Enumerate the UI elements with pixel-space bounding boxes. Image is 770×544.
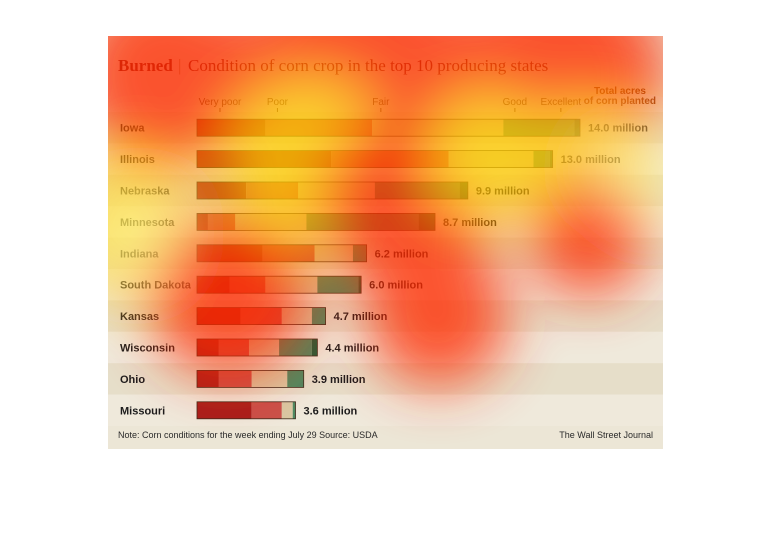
bar-segment-wisconsin-poor bbox=[218, 339, 249, 356]
bar-segment-iowa-fair bbox=[372, 119, 504, 137]
bar-segment-ohio-good bbox=[287, 370, 304, 388]
bar-rows: Iowa 14.0 million Illinois 13.0 million Nebr… bbox=[108, 112, 663, 426]
total-label-south-dakota: 6.0 million bbox=[369, 280, 423, 292]
footer-note: Note: Corn conditions for the week endin… bbox=[118, 430, 378, 440]
scale-label-fair: Fair bbox=[372, 97, 390, 108]
bar-outline-missouri bbox=[196, 401, 296, 420]
bar-segment-south-dakota-fair bbox=[265, 276, 318, 294]
state-label-minnesota: Minnesota bbox=[120, 217, 175, 229]
scale-label-poor: Poor bbox=[267, 97, 289, 108]
total-label-missouri: 3.6 million bbox=[303, 405, 357, 417]
row-band-wisconsin bbox=[108, 331, 663, 364]
bar-segment-iowa-excellent bbox=[574, 119, 580, 137]
total-label-wisconsin: 4.4 million bbox=[325, 343, 379, 355]
bar-segment-minnesota-poor bbox=[207, 213, 236, 231]
bar-segment-nebraska-excellent bbox=[459, 182, 468, 199]
bar-segment-south-dakota-very-poor bbox=[197, 276, 230, 294]
state-label-nebraska: Nebraska bbox=[120, 186, 170, 198]
bar-segment-nebraska-poor bbox=[246, 182, 299, 199]
bar-segment-wisconsin-very-poor bbox=[197, 339, 219, 356]
bar-segment-kansas-fair bbox=[281, 307, 312, 325]
bar-segment-indiana-very-poor bbox=[197, 244, 263, 262]
bar-segment-wisconsin-fair bbox=[248, 339, 280, 356]
scale-label-very-poor: Very poor bbox=[199, 97, 242, 108]
bar-segment-nebraska-fair bbox=[298, 182, 375, 199]
chart-title: Condition of corn crop in the top 10 pro… bbox=[188, 56, 548, 75]
bar-segment-iowa-good bbox=[503, 119, 575, 137]
total-label-illinois: 13.0 million bbox=[561, 154, 621, 166]
bar-segment-illinois-poor bbox=[331, 150, 449, 168]
bar-segment-kansas-very-poor bbox=[197, 307, 241, 325]
bar-segment-indiana-poor bbox=[262, 244, 315, 262]
bar-segment-missouri-good bbox=[292, 401, 296, 419]
total-acres-header-line2: of corn planted bbox=[584, 96, 656, 107]
total-label-iowa: 14.0 million bbox=[588, 123, 648, 135]
bar-segment-illinois-good bbox=[533, 150, 550, 168]
bar-segment-south-dakota-poor bbox=[229, 276, 266, 294]
bar-segment-missouri-poor bbox=[251, 401, 282, 419]
bar-segment-kansas-good bbox=[311, 307, 326, 325]
bar-segment-kansas-poor bbox=[240, 307, 282, 325]
state-label-ohio: Ohio bbox=[120, 374, 145, 386]
scale-label-excellent: Excellent bbox=[541, 97, 582, 108]
bar-segment-iowa-poor bbox=[265, 119, 373, 137]
state-label-iowa: Iowa bbox=[120, 123, 145, 135]
bar-segment-minnesota-good bbox=[306, 213, 419, 231]
bar-segment-ohio-poor bbox=[218, 370, 252, 388]
total-label-kansas: 4.7 million bbox=[334, 311, 388, 323]
chart-title-bold: Burned bbox=[118, 56, 173, 75]
state-label-south-dakota: South Dakota bbox=[120, 280, 192, 292]
bar-segment-nebraska-good bbox=[374, 182, 460, 199]
bar-segment-illinois-excellent bbox=[549, 150, 553, 168]
bar-segment-wisconsin-good bbox=[279, 339, 312, 356]
chart-title-separator: | bbox=[178, 56, 181, 75]
chart-figure: Burned | Condition of corn crop in the t… bbox=[108, 36, 663, 449]
total-label-minnesota: 8.7 million bbox=[443, 217, 497, 229]
bar-segment-missouri-fair bbox=[281, 401, 293, 419]
footer-credit: The Wall Street Journal bbox=[559, 430, 653, 440]
bar-segment-minnesota-fair bbox=[235, 213, 307, 231]
state-label-missouri: Missouri bbox=[120, 405, 165, 417]
total-label-ohio: 3.9 million bbox=[312, 374, 366, 386]
bar-segment-minnesota-very-poor bbox=[197, 213, 208, 231]
total-label-indiana: 6.2 million bbox=[375, 248, 429, 260]
bar-segment-indiana-fair bbox=[314, 244, 353, 262]
bar-segment-iowa-very-poor bbox=[197, 119, 266, 137]
row-band-ohio bbox=[108, 363, 663, 395]
bar-segment-wisconsin-excellent bbox=[311, 339, 318, 356]
bar-segment-south-dakota-excellent bbox=[358, 276, 362, 294]
bar-segment-nebraska-very-poor bbox=[197, 182, 247, 199]
bar-segment-ohio-very-poor bbox=[197, 370, 219, 388]
bar-segment-south-dakota-good bbox=[317, 276, 359, 294]
state-label-indiana: Indiana bbox=[120, 248, 159, 260]
bar-segment-ohio-fair bbox=[251, 370, 288, 388]
state-label-wisconsin: Wisconsin bbox=[120, 343, 175, 355]
total-label-nebraska: 9.9 million bbox=[476, 186, 530, 198]
bar-segment-indiana-good bbox=[352, 244, 367, 262]
bar-segment-illinois-fair bbox=[448, 150, 534, 168]
chart-svg: Burned | Condition of corn crop in the t… bbox=[108, 56, 663, 440]
state-label-kansas: Kansas bbox=[120, 311, 159, 323]
state-label-illinois: Illinois bbox=[120, 154, 155, 166]
bar-segment-minnesota-excellent bbox=[418, 213, 436, 231]
scale-label-good: Good bbox=[503, 97, 527, 108]
row-band-missouri bbox=[108, 394, 663, 426]
bar-segment-illinois-very-poor bbox=[197, 150, 332, 168]
bar-segment-missouri-very-poor bbox=[197, 401, 252, 419]
